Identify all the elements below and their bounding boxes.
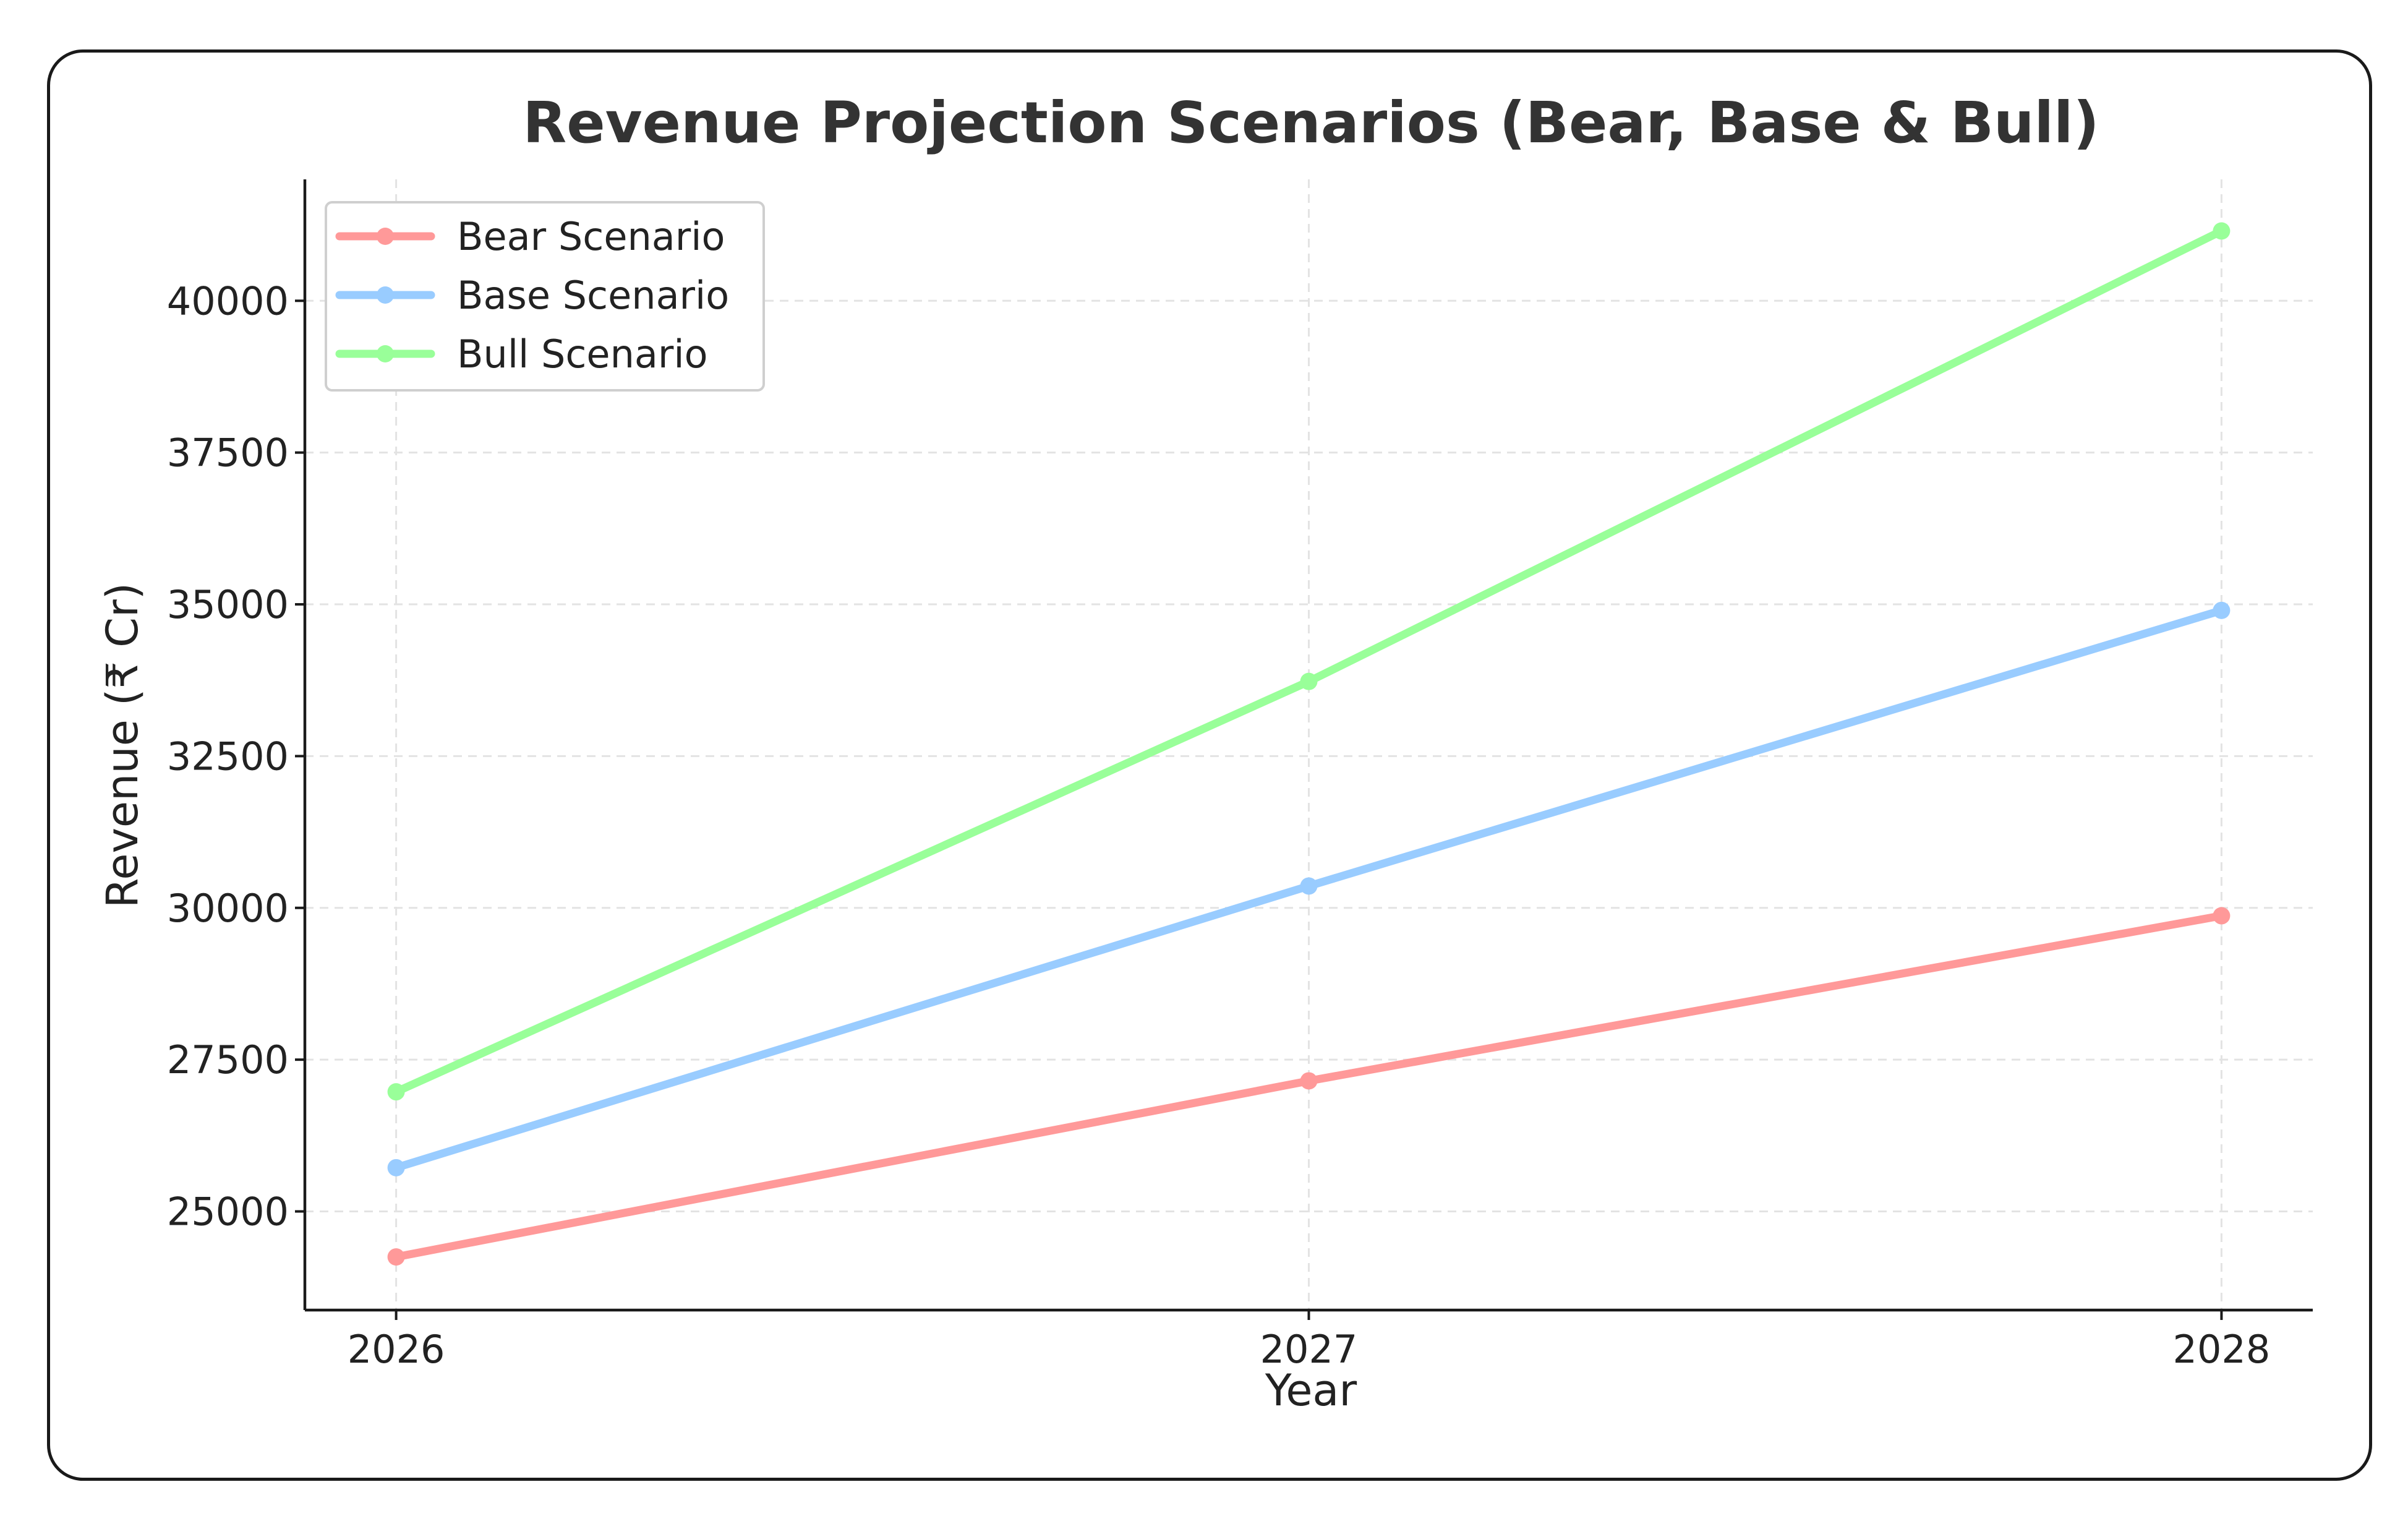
bear-scenario-legend-label: Bear Scenario — [457, 214, 725, 259]
y-axis-title: Revenue (₹ Cr) — [97, 583, 148, 908]
bear-scenario-legend-marker — [377, 228, 394, 245]
bear-scenario-point — [1300, 1072, 1318, 1090]
base-scenario-legend-label: Base Scenario — [457, 273, 729, 318]
x-tick-label: 2026 — [348, 1327, 445, 1372]
legend: Bear Scenario Base Scenario Bull Scenario — [325, 201, 765, 392]
bull-scenario-legend-label: Bull Scenario — [457, 332, 708, 377]
y-tick-label: 25000 — [167, 1189, 289, 1235]
bear-scenario-point — [387, 1248, 405, 1266]
bull-scenario-point — [1300, 672, 1318, 690]
series-layer — [387, 222, 2231, 1266]
bull-scenario-legend-marker — [377, 345, 394, 362]
y-tick-label: 30000 — [167, 886, 289, 931]
y-tick-label: 32500 — [167, 734, 289, 779]
bull-scenario-point — [2213, 222, 2231, 240]
x-axis-title: Year — [1265, 1365, 1357, 1416]
legend-box — [325, 201, 765, 392]
x-tick-label: 2027 — [1260, 1327, 1358, 1372]
base-scenario-point — [2213, 601, 2231, 619]
base-scenario-point — [387, 1159, 405, 1176]
x-tick-label: 2028 — [2173, 1327, 2271, 1372]
bull-scenario-point — [387, 1083, 405, 1101]
y-tick-label: 40000 — [167, 278, 289, 323]
y-tick-label: 35000 — [167, 582, 289, 627]
ticks-layer: 25000 27500 30000 32500 35000 37500 40000 2026 2… — [167, 278, 2271, 1372]
y-tick-label: 37500 — [167, 431, 289, 476]
base-scenario-legend-marker — [377, 286, 394, 304]
bear-scenario-point — [2213, 907, 2231, 925]
chart-title: Revenue Projection Scenarios (Bear, Base… — [523, 90, 2099, 156]
base-scenario-point — [1300, 877, 1318, 895]
y-tick-label: 27500 — [167, 1037, 289, 1082]
